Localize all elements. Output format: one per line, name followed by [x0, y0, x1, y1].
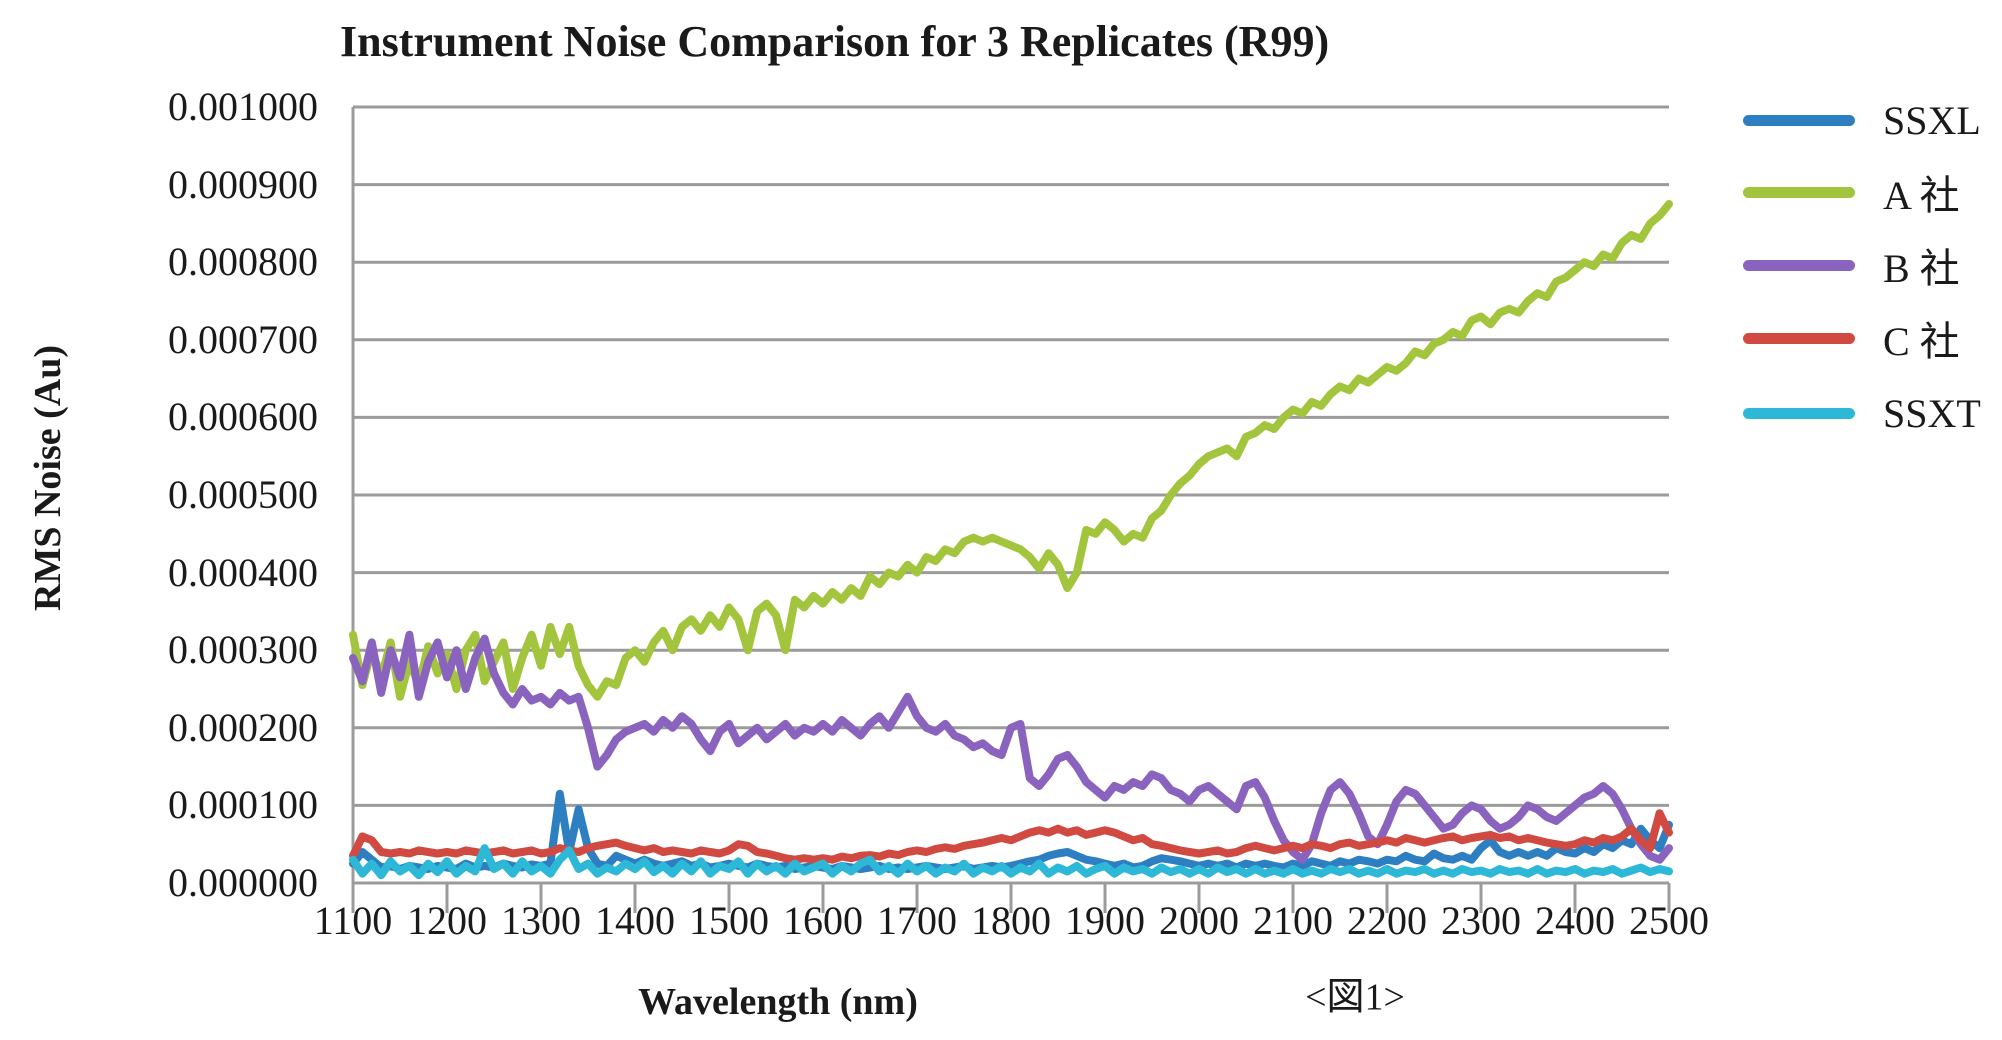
series-line-A 社	[349, 200, 1673, 701]
y-tick-label: 0.000000	[168, 860, 318, 905]
x-tick-label: 1300	[501, 898, 581, 943]
y-tick-label: 0.000300	[168, 627, 318, 673]
x-tick-label: 1600	[783, 898, 863, 943]
legend-swatch	[1743, 332, 1855, 344]
chart-title: Instrument Noise Comparison for 3 Replic…	[340, 17, 1330, 66]
x-tick-label: 1900	[1065, 898, 1145, 943]
legend-item-C 社: C 社	[1743, 314, 1960, 364]
legend-item-SSXT: SSXT	[1743, 389, 1981, 437]
y-tick-label: 0.000100	[168, 782, 318, 828]
x-tick-label: 2500	[1629, 898, 1709, 943]
y-tick-label: 0.000600	[168, 394, 318, 440]
y-axis-title: RMS Noise (Au)	[27, 345, 69, 611]
y-tick-label: 0.000500	[168, 472, 318, 517]
legend-swatch	[1743, 186, 1855, 198]
legend-swatch	[1743, 259, 1855, 271]
x-axis-title: Wavelength (nm)	[638, 981, 918, 1023]
legend-label: A 社	[1883, 173, 1960, 218]
x-tick-label: 1500	[689, 898, 769, 943]
legend-label: C 社	[1883, 319, 1960, 364]
y-tick-label: 0.000900	[168, 161, 318, 207]
series-line-B 社	[349, 630, 1673, 864]
x-tick-label: 2400	[1535, 898, 1615, 943]
y-tick-label: 0.000700	[168, 316, 318, 362]
x-tick-label: 2300	[1441, 898, 1521, 943]
y-tick-label: 0.000400	[168, 549, 318, 595]
x-tick-label: 1700	[877, 898, 957, 943]
legend-swatch	[1743, 114, 1855, 126]
x-tick-label: 2100	[1253, 898, 1333, 943]
y-tick-label: 0.000800	[168, 239, 318, 285]
x-tick-label: 2000	[1159, 898, 1239, 943]
legend-label: B 社	[1883, 246, 1960, 291]
y-tick-label: 0.001000	[168, 84, 318, 129]
legend-label: SSXT	[1883, 390, 1981, 436]
x-tick-label: 1800	[971, 898, 1051, 943]
x-tick-label: 1100	[313, 898, 393, 943]
x-tick-label: 1200	[407, 898, 487, 943]
legend-item-A 社: A 社	[1743, 168, 1960, 218]
series-line-SSXL	[349, 789, 1673, 873]
series-line-SSXT	[349, 844, 1673, 880]
x-tick-label: 2200	[1347, 898, 1427, 943]
y-tick-label: 0.000200	[168, 704, 318, 750]
legend-label: SSXL	[1883, 97, 1981, 143]
x-tick-label: 1400	[595, 898, 675, 943]
legend-item-B 社: B 社	[1743, 241, 1960, 291]
legend-item-SSXL: SSXL	[1743, 96, 1981, 144]
legend-swatch	[1743, 407, 1855, 419]
figure-caption: <図1>	[1305, 976, 1405, 1019]
